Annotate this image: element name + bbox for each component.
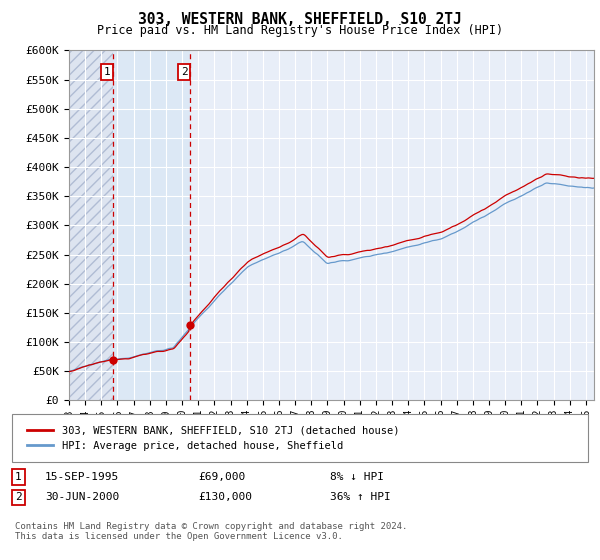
Text: 36% ↑ HPI: 36% ↑ HPI xyxy=(330,492,391,502)
Text: 303, WESTERN BANK, SHEFFIELD, S10 2TJ: 303, WESTERN BANK, SHEFFIELD, S10 2TJ xyxy=(138,12,462,27)
Bar xyxy=(113,50,190,400)
Bar xyxy=(69,50,113,400)
Legend: 303, WESTERN BANK, SHEFFIELD, S10 2TJ (detached house), HPI: Average price, deta: 303, WESTERN BANK, SHEFFIELD, S10 2TJ (d… xyxy=(23,422,403,455)
Text: Price paid vs. HM Land Registry's House Price Index (HPI): Price paid vs. HM Land Registry's House … xyxy=(97,24,503,36)
Text: 2: 2 xyxy=(181,67,188,77)
Text: Contains HM Land Registry data © Crown copyright and database right 2024.
This d: Contains HM Land Registry data © Crown c… xyxy=(15,522,407,542)
Text: 8% ↓ HPI: 8% ↓ HPI xyxy=(330,472,384,482)
FancyBboxPatch shape xyxy=(12,414,588,462)
Text: 30-JUN-2000: 30-JUN-2000 xyxy=(45,492,119,502)
Text: 1: 1 xyxy=(15,472,22,482)
Bar xyxy=(69,50,113,400)
Text: £130,000: £130,000 xyxy=(198,492,252,502)
Text: 2: 2 xyxy=(15,492,22,502)
Text: 1: 1 xyxy=(104,67,110,77)
Text: 15-SEP-1995: 15-SEP-1995 xyxy=(45,472,119,482)
Text: £69,000: £69,000 xyxy=(198,472,245,482)
